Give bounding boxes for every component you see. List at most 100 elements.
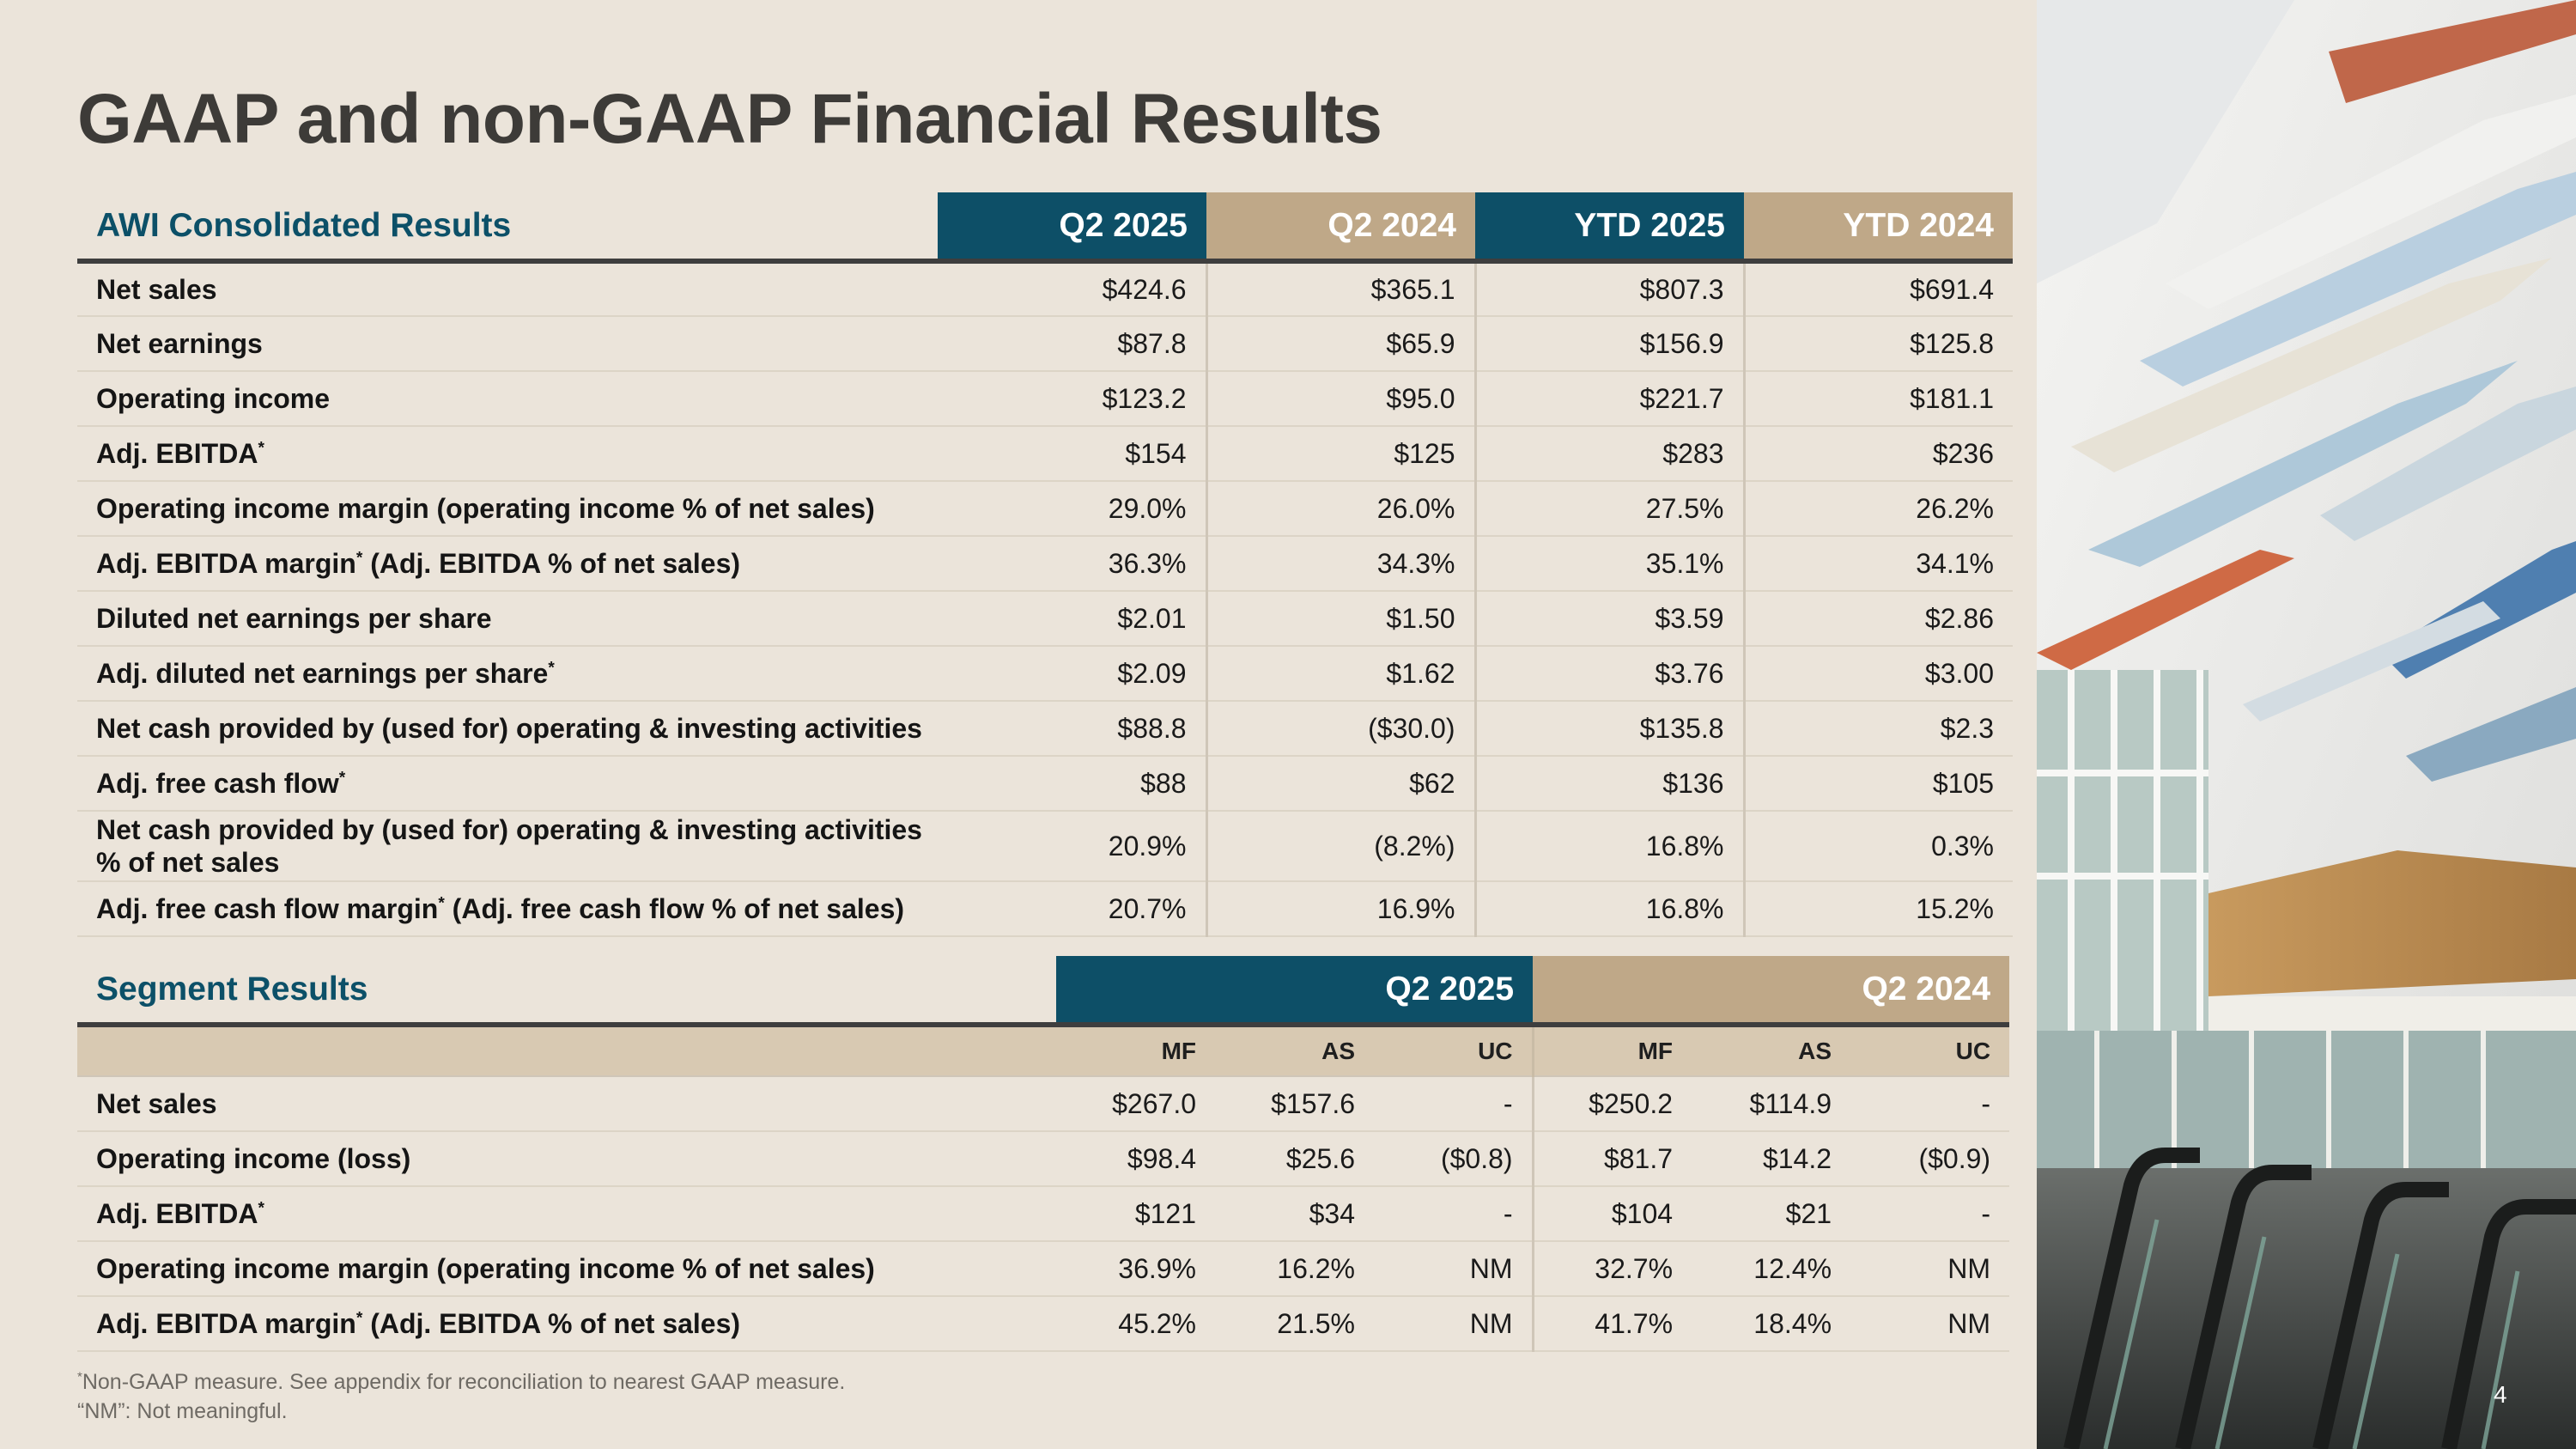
segment-subheader-blank <box>77 1025 1056 1077</box>
value-cell: $2.01 <box>938 591 1208 647</box>
non-gaap-marker: * <box>438 893 445 912</box>
value-cell: $1.62 <box>1206 646 1477 702</box>
row-label-suffix: (Adj. free cash flow % of net sales) <box>444 892 905 924</box>
row-label: Net cash provided by (used for) operatin… <box>77 811 938 882</box>
value-cell: - <box>1374 1076 1534 1132</box>
footnote-nm: “NM”: Not meaningful. <box>77 1399 288 1423</box>
value-cell: ($30.0) <box>1206 701 1477 757</box>
value-cell: 35.1% <box>1475 536 1746 592</box>
value-cell: $114.9 <box>1692 1076 1851 1132</box>
row-label-text: Net sales <box>96 273 217 305</box>
value-cell: $2.86 <box>1744 591 2013 647</box>
table-row: Adj. free cash flow* $88 $62 $136 $105 <box>77 756 2013 812</box>
value-cell: $62 <box>1206 756 1477 812</box>
value-cell: $125.8 <box>1744 316 2013 372</box>
table-row: Adj. EBITDA* $121 $34- $104 $21- <box>77 1186 2010 1242</box>
value-cell: $135.8 <box>1475 701 1746 757</box>
row-label-text: Adj. EBITDA <box>96 437 258 469</box>
value-cell: - <box>1850 1076 2010 1132</box>
row-label-text: Adj. free cash flow <box>96 767 339 799</box>
value-cell: $123.2 <box>938 371 1208 427</box>
value-cell: $424.6 <box>938 261 1208 317</box>
row-label-text: Diluted net earnings per share <box>96 602 492 634</box>
row-label-text: Adj. EBITDA <box>96 1197 258 1229</box>
row-label: Adj. diluted net earnings per share* <box>77 646 938 702</box>
value-cell: $365.1 <box>1206 261 1477 317</box>
col-header-q2-2025: Q2 2025 <box>938 192 1206 264</box>
col-header-ytd-2025: YTD 2025 <box>1475 192 1744 264</box>
row-label: Adj. free cash flow* <box>77 756 938 812</box>
page-number: 4 <box>2494 1381 2507 1408</box>
table-row: Adj. EBITDA* $154 $125 $283 $236 <box>77 426 2013 482</box>
value-cell: $98.4 <box>1056 1131 1215 1187</box>
value-cell: 45.2% <box>1056 1296 1215 1352</box>
table-row: Net sales $424.6 $365.1 $807.3 $691.4 <box>77 261 2013 317</box>
atrium-photo <box>2037 0 2576 1449</box>
subcol-mf: MF <box>1533 1025 1692 1077</box>
value-cell: 21.5% <box>1215 1296 1374 1352</box>
table-row: Operating income (loss) $98.4 $25.6 ($0.8) $… <box>77 1131 2010 1187</box>
value-cell: 20.7% <box>938 881 1208 937</box>
row-label: Adj. EBITDA margin* (Adj. EBITDA % of ne… <box>77 1296 1056 1352</box>
consolidated-heading: AWI Consolidated Results <box>77 192 938 264</box>
row-label-text: Operating income margin (operating incom… <box>96 492 875 524</box>
row-label: Operating income (loss) <box>77 1131 1056 1187</box>
table-row: Operating income margin (operating incom… <box>77 1241 2010 1297</box>
table-row: Adj. diluted net earnings per share* $2.0… <box>77 646 2013 702</box>
value-cell: $181.1 <box>1744 371 2013 427</box>
row-label-suffix: (Adj. EBITDA % of net sales) <box>362 547 741 579</box>
row-label-text: Net sales <box>96 1087 217 1119</box>
value-cell: 16.8% <box>1475 811 1746 882</box>
row-label: Net earnings <box>77 316 938 372</box>
value-cell: $267.0 <box>1056 1076 1215 1132</box>
table-row: Adj. EBITDA margin* (Adj. EBITDA % of ne… <box>77 536 2013 592</box>
value-cell: 16.2% <box>1215 1241 1374 1297</box>
consolidated-results-table: AWI Consolidated Results Q2 2025 Q2 2024… <box>77 192 2013 937</box>
table-row: Adj. EBITDA margin* (Adj. EBITDA % of ne… <box>77 1296 2010 1352</box>
value-cell: 15.2% <box>1744 881 2013 937</box>
row-label: Operating income <box>77 371 938 427</box>
segment-period-q2-2024: Q2 2024 <box>1533 956 2010 1027</box>
non-gaap-marker: * <box>258 438 264 457</box>
non-gaap-marker: * <box>338 768 346 787</box>
table-row: Net cash provided by (used for) operatin… <box>77 811 2013 882</box>
value-cell: $221.7 <box>1475 371 1746 427</box>
consolidated-header-row: AWI Consolidated Results Q2 2025 Q2 2024… <box>77 192 2013 264</box>
value-cell: NM <box>1850 1296 2010 1352</box>
row-label: Net cash provided by (used for) operatin… <box>77 701 938 757</box>
col-header-ytd-2024: YTD 2024 <box>1744 192 2013 264</box>
value-cell: $250.2 <box>1533 1076 1692 1132</box>
value-cell: $25.6 <box>1215 1131 1374 1187</box>
table-row: Net cash provided by (used for) operatin… <box>77 701 2013 757</box>
row-label: Net sales <box>77 261 938 317</box>
value-cell: 41.7% <box>1533 1296 1692 1352</box>
value-cell: $81.7 <box>1533 1131 1692 1187</box>
value-cell: $154 <box>938 426 1208 482</box>
value-cell: $88.8 <box>938 701 1208 757</box>
non-gaap-marker: * <box>355 1308 363 1327</box>
value-cell: $236 <box>1744 426 2013 482</box>
value-cell: $283 <box>1475 426 1746 482</box>
value-cell: 20.9% <box>938 811 1208 882</box>
table-row: Net earnings $87.8 $65.9 $156.9 $125.8 <box>77 316 2013 372</box>
table-row: Adj. free cash flow margin* (Adj. free c… <box>77 881 2013 937</box>
value-cell: $14.2 <box>1692 1131 1851 1187</box>
segment-subheader-row: MF AS UC MF AS UC <box>77 1025 2010 1077</box>
value-cell: $65.9 <box>1206 316 1477 372</box>
value-cell: $157.6 <box>1215 1076 1374 1132</box>
segment-period-q2-2025: Q2 2025 <box>1056 956 1534 1027</box>
value-cell: 26.2% <box>1744 481 2013 537</box>
row-label-text: Net cash provided by (used for) operatin… <box>96 712 922 744</box>
row-label: Adj. EBITDA* <box>77 1186 1056 1242</box>
value-cell: 32.7% <box>1533 1241 1692 1297</box>
value-cell: 36.9% <box>1056 1241 1215 1297</box>
value-cell: $125 <box>1206 426 1477 482</box>
value-cell: $156.9 <box>1475 316 1746 372</box>
value-cell: ($0.9) <box>1850 1131 2010 1187</box>
segment-results-table: Segment Results Q2 2025 Q2 2024 MF AS UC… <box>77 956 2010 1352</box>
row-label-line2: % of net sales <box>96 847 280 878</box>
row-label-text: Operating income <box>96 382 331 414</box>
row-label-text: Adj. free cash flow margin <box>96 892 439 924</box>
row-label-text: Net cash provided by (used for) operatin… <box>96 814 922 845</box>
value-cell: 12.4% <box>1692 1241 1851 1297</box>
